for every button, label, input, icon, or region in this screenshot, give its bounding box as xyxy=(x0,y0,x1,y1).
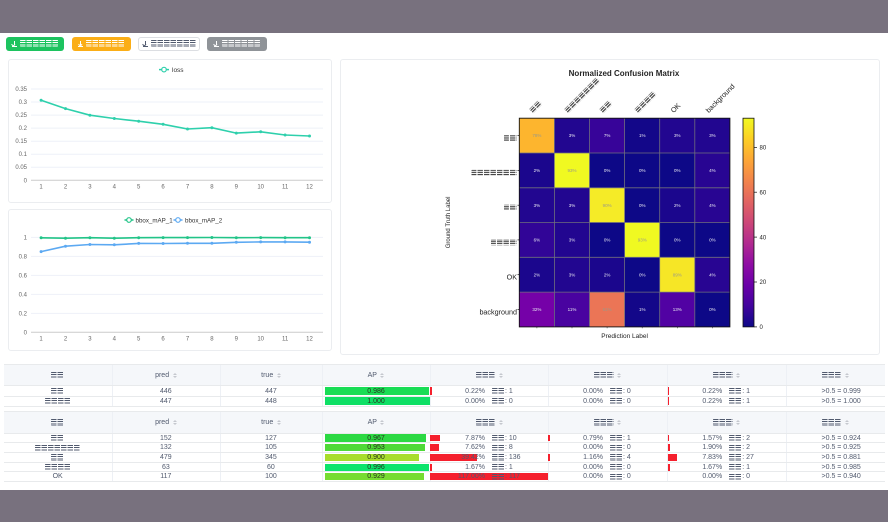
svg-text:2%: 2% xyxy=(534,168,541,173)
svg-text:3%: 3% xyxy=(709,133,716,138)
svg-text:6%: 6% xyxy=(534,238,541,243)
svg-text:8: 8 xyxy=(210,337,214,343)
svg-text:60: 60 xyxy=(760,190,767,196)
svg-text:0.6: 0.6 xyxy=(19,273,28,279)
svg-text:0.1: 0.1 xyxy=(19,152,28,158)
svg-text:6: 6 xyxy=(161,337,165,343)
svg-text:7%: 7% xyxy=(604,133,611,138)
svg-text:61%: 61% xyxy=(603,307,612,312)
svg-text:3%: 3% xyxy=(534,203,541,208)
svg-text:bbox_mAP_2: bbox_mAP_2 xyxy=(185,217,223,224)
svg-text:3%: 3% xyxy=(569,133,576,138)
svg-text:0%: 0% xyxy=(604,168,611,173)
svg-text:2%: 2% xyxy=(674,203,681,208)
svg-text:32%: 32% xyxy=(532,307,541,312)
svg-text:0%: 0% xyxy=(639,203,646,208)
svg-text:loss: loss xyxy=(172,67,184,74)
svg-text:0: 0 xyxy=(760,325,764,331)
svg-text:10: 10 xyxy=(257,337,264,343)
svg-text:bbox_mAP_1: bbox_mAP_1 xyxy=(136,217,174,224)
svg-text:0.05: 0.05 xyxy=(15,165,27,171)
svg-text:0.2: 0.2 xyxy=(19,126,28,132)
svg-text:background: background xyxy=(479,307,517,316)
svg-text:2%: 2% xyxy=(604,272,611,277)
svg-text:4: 4 xyxy=(113,337,117,343)
svg-text:background: background xyxy=(704,82,737,115)
svg-text:0.2: 0.2 xyxy=(19,311,28,317)
svg-text:7: 7 xyxy=(186,185,190,191)
svg-text:80: 80 xyxy=(760,146,767,152)
svg-text:0%: 0% xyxy=(674,168,681,173)
svg-text:13%: 13% xyxy=(673,307,682,312)
svg-text:89%: 89% xyxy=(673,272,682,277)
svg-text:2: 2 xyxy=(64,185,68,191)
svg-text:8: 8 xyxy=(210,185,214,191)
svg-text:7: 7 xyxy=(186,337,190,343)
svg-text:0%: 0% xyxy=(604,238,611,243)
svg-text:93%: 93% xyxy=(638,238,647,243)
svg-text:0.4: 0.4 xyxy=(19,292,28,298)
svg-text:5: 5 xyxy=(137,337,141,343)
svg-text:20: 20 xyxy=(760,280,767,286)
svg-text:OK: OK xyxy=(669,101,683,115)
svg-text:4%: 4% xyxy=(709,203,716,208)
svg-text:Normalized Confusion Matrix: Normalized Confusion Matrix xyxy=(569,69,680,78)
svg-text:0%: 0% xyxy=(639,168,646,173)
svg-text:4: 4 xyxy=(113,185,117,191)
svg-text:2%: 2% xyxy=(534,272,541,277)
svg-text:3%: 3% xyxy=(569,272,576,277)
svg-text:10: 10 xyxy=(257,185,264,191)
svg-text:5: 5 xyxy=(137,185,141,191)
svg-text:0.35: 0.35 xyxy=(15,87,27,93)
svg-text:12: 12 xyxy=(306,185,313,191)
svg-text:40: 40 xyxy=(760,235,767,241)
svg-text:9: 9 xyxy=(235,185,239,191)
svg-text:90%: 90% xyxy=(603,203,612,208)
svg-text:78%: 78% xyxy=(532,133,541,138)
svg-text:9: 9 xyxy=(235,337,239,343)
svg-text:0%: 0% xyxy=(639,272,646,277)
svg-text:4%: 4% xyxy=(709,168,716,173)
svg-text:Prediction Label: Prediction Label xyxy=(601,333,648,340)
svg-text:12: 12 xyxy=(306,337,313,343)
svg-text:3%: 3% xyxy=(674,133,681,138)
svg-text:Ground Truth Label: Ground Truth Label xyxy=(446,197,452,249)
svg-text:0.3: 0.3 xyxy=(19,100,28,106)
svg-text:1%: 1% xyxy=(639,307,646,312)
svg-text:0.25: 0.25 xyxy=(15,113,27,119)
svg-text:0%: 0% xyxy=(709,307,716,312)
svg-text:1: 1 xyxy=(39,185,43,191)
svg-text:3%: 3% xyxy=(569,203,576,208)
svg-text:0%: 0% xyxy=(674,238,681,243)
svg-text:93%: 93% xyxy=(567,168,576,173)
svg-text:0%: 0% xyxy=(709,238,716,243)
svg-text:1: 1 xyxy=(39,337,43,343)
svg-text:0: 0 xyxy=(24,330,28,336)
svg-text:4%: 4% xyxy=(709,272,716,277)
svg-text:3%: 3% xyxy=(569,238,576,243)
svg-text:11: 11 xyxy=(282,337,289,343)
svg-text:11: 11 xyxy=(282,185,289,191)
svg-text:2: 2 xyxy=(64,337,68,343)
svg-text:0: 0 xyxy=(24,178,28,184)
svg-text:11%: 11% xyxy=(568,307,577,312)
svg-text:OK: OK xyxy=(507,273,518,282)
svg-text:3: 3 xyxy=(88,337,92,343)
svg-text:1%: 1% xyxy=(639,133,646,138)
svg-text:1: 1 xyxy=(24,235,28,241)
svg-text:3: 3 xyxy=(88,185,92,191)
svg-text:0.8: 0.8 xyxy=(19,254,28,260)
svg-text:6: 6 xyxy=(161,185,165,191)
svg-text:0.15: 0.15 xyxy=(15,139,27,145)
